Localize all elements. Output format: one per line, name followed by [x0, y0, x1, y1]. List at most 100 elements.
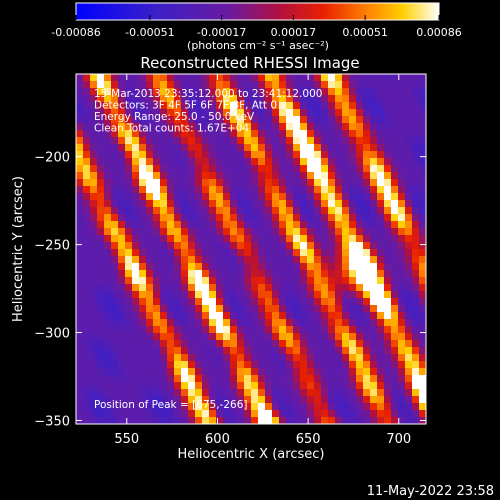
heatmap-cell: [104, 109, 112, 117]
heatmap-cell: [83, 74, 91, 82]
heatmap-cell: [188, 179, 196, 187]
heatmap-cell: [398, 305, 406, 313]
heatmap-cell: [363, 403, 371, 411]
heatmap-cell: [230, 130, 238, 138]
heatmap-cell: [370, 116, 378, 124]
heatmap-cell: [419, 249, 426, 257]
heatmap-cell: [251, 74, 259, 82]
heatmap-cell: [321, 179, 329, 187]
heatmap-cell: [111, 249, 119, 257]
heatmap-cell: [384, 410, 392, 418]
heatmap-cell: [370, 291, 378, 299]
heatmap-cell: [188, 144, 196, 152]
heatmap-cell: [307, 396, 315, 404]
heatmap-cell: [202, 389, 210, 397]
heatmap-cell: [90, 333, 98, 341]
heatmap-cell: [139, 305, 147, 313]
y-tick-label: −300: [34, 327, 70, 342]
heatmap-cell: [90, 361, 98, 369]
heatmap-cell: [76, 235, 84, 243]
heatmap-cell: [146, 228, 154, 236]
heatmap-cell: [349, 291, 357, 299]
heatmap-cell: [181, 172, 189, 180]
heatmap-cell: [293, 347, 301, 355]
heatmap-cell: [104, 410, 112, 418]
heatmap-cell: [251, 368, 259, 376]
heatmap-cell: [377, 95, 385, 103]
heatmap-cell: [244, 347, 252, 355]
heatmap-cell: [370, 340, 378, 348]
heatmap-cell: [377, 263, 385, 271]
heatmap-cell: [391, 347, 399, 355]
heatmap-cell: [97, 151, 105, 159]
heatmap-cell: [139, 284, 147, 292]
heatmap-cell: [181, 263, 189, 271]
heatmap-cell: [230, 186, 238, 194]
heatmap-cell: [419, 333, 426, 341]
heatmap-cell: [237, 123, 245, 131]
heatmap-cell: [237, 137, 245, 145]
heatmap-cell: [307, 95, 315, 103]
heatmap-cell: [174, 403, 182, 411]
heatmap-cell: [216, 179, 224, 187]
heatmap-cell: [307, 256, 315, 264]
heatmap-cell: [272, 298, 280, 306]
heatmap-cell: [258, 270, 266, 278]
heatmap-cell: [146, 263, 154, 271]
heatmap-cell: [328, 88, 336, 96]
heatmap-cell: [174, 326, 182, 334]
heatmap-cell: [328, 375, 336, 383]
heatmap-cell: [265, 109, 273, 117]
heatmap-cell: [370, 221, 378, 229]
heatmap-cell: [244, 417, 252, 424]
heatmap-cell: [384, 403, 392, 411]
heatmap-cell: [139, 270, 147, 278]
heatmap-cell: [258, 214, 266, 222]
heatmap-cell: [405, 382, 413, 390]
heatmap-cell: [314, 305, 322, 313]
heatmap-cell: [391, 151, 399, 159]
heatmap-cell: [230, 417, 238, 424]
heatmap-cell: [139, 179, 147, 187]
heatmap-cell: [160, 158, 168, 166]
heatmap-cell: [146, 417, 154, 424]
heatmap-cell: [272, 305, 280, 313]
heatmap-cell: [342, 298, 350, 306]
heatmap-cell: [125, 235, 133, 243]
heatmap-cell: [356, 137, 364, 145]
heatmap-cell: [356, 214, 364, 222]
heatmap-cell: [181, 228, 189, 236]
heatmap-cell: [405, 81, 413, 89]
heatmap-cell: [391, 361, 399, 369]
heatmap-cell: [398, 165, 406, 173]
heatmap-cell: [279, 270, 287, 278]
heatmap-cell: [314, 277, 322, 285]
heatmap-cell: [377, 340, 385, 348]
heatmap-cell: [97, 340, 105, 348]
heatmap-cell: [188, 74, 196, 82]
heatmap-cell: [398, 130, 406, 138]
heatmap-cell: [265, 88, 273, 96]
heatmap-cell: [412, 109, 420, 117]
heatmap-cell: [370, 396, 378, 404]
heatmap-cell: [153, 263, 161, 271]
heatmap-cell: [419, 88, 426, 96]
heatmap-cell: [349, 347, 357, 355]
heatmap-cell: [370, 109, 378, 117]
heatmap-cell: [174, 417, 182, 424]
heatmap-cell: [153, 186, 161, 194]
heatmap-cell: [160, 221, 168, 229]
heatmap-cell: [132, 333, 140, 341]
heatmap-cell: [97, 165, 105, 173]
heatmap-cell: [335, 193, 343, 201]
heatmap-cell: [118, 242, 126, 250]
heatmap-cell: [356, 81, 364, 89]
heatmap-cell: [356, 249, 364, 257]
heatmap-cell: [307, 354, 315, 362]
heatmap-cell: [272, 81, 280, 89]
heatmap-cell: [139, 333, 147, 341]
heatmap-cell: [321, 158, 329, 166]
heatmap-cell: [181, 291, 189, 299]
heatmap-cell: [405, 326, 413, 334]
heatmap-cell: [209, 242, 217, 250]
